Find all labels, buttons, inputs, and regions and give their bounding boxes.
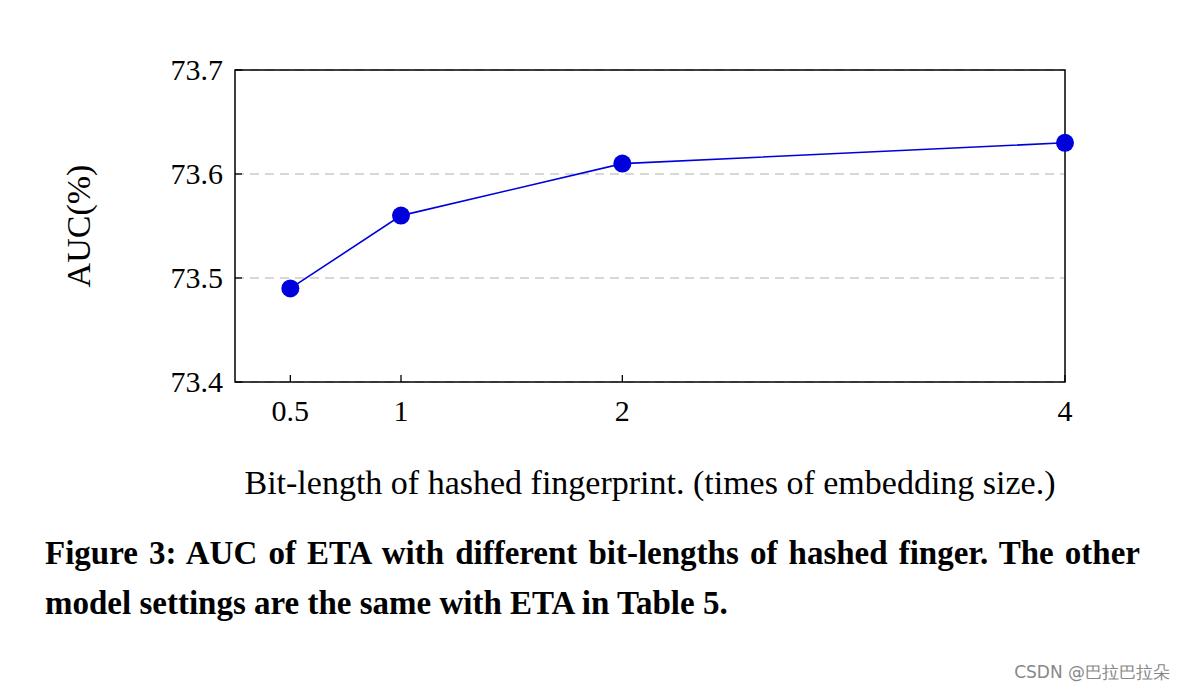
x-tick [1064, 375, 1065, 382]
y-tick-label: 73.4 [171, 365, 224, 398]
grid-line [235, 277, 1065, 278]
x-tick [622, 375, 623, 382]
x-tick-label: 4 [1058, 394, 1073, 427]
y-tick-label: 73.5 [171, 261, 224, 294]
x-tick [400, 375, 401, 382]
plot-frame [235, 70, 1065, 382]
data-point [613, 155, 631, 173]
y-axis-label: AUC(%) [60, 165, 98, 288]
x-tick [290, 375, 291, 382]
plot-data [281, 134, 1074, 298]
x-axis-label: Bit-length of hashed fingerprint. (times… [244, 464, 1055, 502]
series-line [290, 143, 1065, 289]
grid-line [235, 173, 1065, 174]
y-tick [235, 69, 242, 70]
data-point [392, 207, 410, 225]
y-tick [235, 277, 242, 278]
y-tick [235, 381, 242, 382]
x-tick-label: 2 [615, 394, 630, 427]
x-tick-label: 1 [394, 394, 409, 427]
watermark: CSDN @巴拉巴拉朵 [1014, 661, 1170, 684]
caption: Figure 3: AUC of ETA with different bit-… [45, 528, 1140, 628]
data-point [1056, 134, 1074, 152]
x-tick-label: 0.5 [272, 394, 310, 427]
data-point [281, 279, 299, 297]
y-tick-label: 73.7 [171, 53, 224, 86]
y-tick [235, 173, 242, 174]
y-tick-label: 73.6 [171, 157, 224, 190]
